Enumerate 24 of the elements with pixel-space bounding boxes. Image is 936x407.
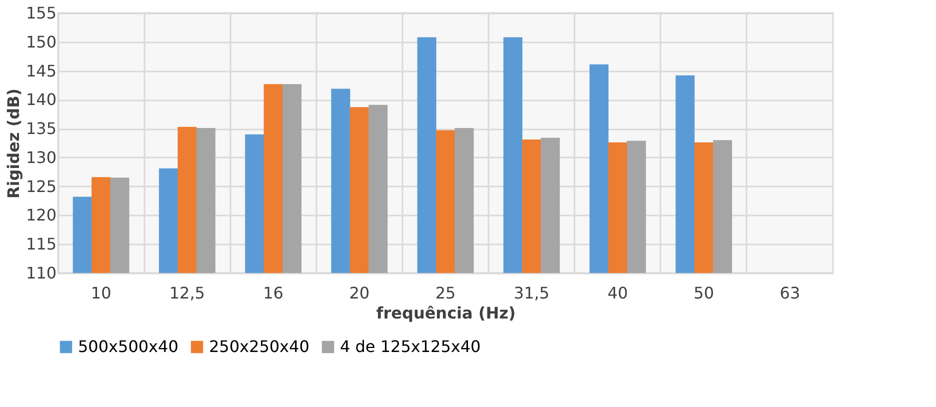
x-tick-label: 25 [435,284,456,302]
y-tick-label: 130 [26,148,56,167]
y-tick-label: 135 [26,119,56,138]
legend-label: 250x250x40 [209,337,310,356]
x-tick-label: 50 [694,284,714,302]
x-tick-label: 10 [90,284,112,302]
x-tick-label: 40 [608,284,628,302]
y-tick-label: 125 [26,176,56,196]
legend-label: 4 de 125x125x40 [340,337,481,356]
legend-label: 500x500x40 [78,337,178,356]
x-tick-label: 16 [263,284,284,302]
y-tick-label: 150 [26,32,56,52]
y-tick-label: 140 [26,90,56,110]
y-tick-label: 155 [26,4,56,22]
y-tick-label: 110 [26,264,56,282]
y-tick-label: 120 [26,206,56,225]
x-tick-label: 12,5 [169,284,205,302]
x-tick-label: 63 [780,284,800,302]
x-axis-title: frequência (Hz) [376,304,516,322]
x-tick-label: 31,5 [514,284,550,302]
y-axis-title: Rigidez (dB) [4,88,23,199]
y-tick-label: 145 [26,61,56,80]
x-tick-label: 20 [349,284,370,302]
y-tick-label: 115 [26,234,56,254]
